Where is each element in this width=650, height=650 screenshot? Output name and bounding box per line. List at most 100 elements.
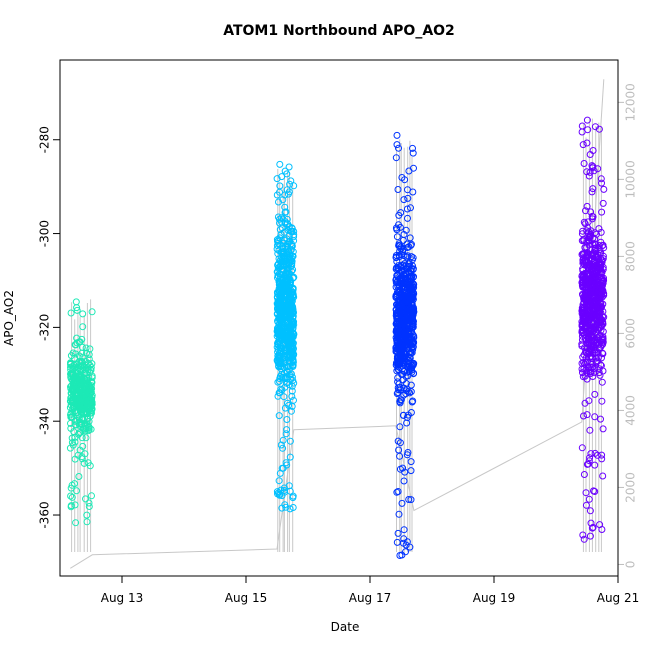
- data-point: [393, 272, 401, 279]
- data-point: [79, 323, 87, 331]
- data-point: [397, 324, 405, 332]
- data-point: [402, 373, 410, 380]
- data-point: [399, 275, 407, 283]
- data-point: [404, 336, 412, 343]
- data-point: [587, 208, 595, 216]
- data-point: [283, 242, 291, 250]
- data-point: [275, 412, 283, 420]
- data-point: [409, 144, 416, 152]
- x-tick-label: Aug 17: [349, 591, 392, 605]
- data-point: [275, 270, 283, 278]
- data-point: [594, 306, 602, 314]
- data-point: [68, 413, 76, 421]
- data-point: [596, 338, 604, 346]
- data-point: [393, 141, 401, 149]
- data-point: [582, 489, 590, 497]
- data-point: [408, 398, 416, 406]
- data-point: [405, 281, 413, 289]
- data-point: [599, 472, 607, 480]
- data-point: [400, 357, 408, 365]
- data-point: [83, 518, 91, 526]
- data-point: [78, 357, 86, 365]
- data-point: [273, 175, 281, 183]
- data-point: [399, 464, 407, 472]
- data-point: [290, 231, 298, 239]
- data-point: [583, 460, 591, 468]
- data-point: [278, 224, 286, 232]
- points-layer: [66, 116, 608, 559]
- data-point: [588, 283, 596, 291]
- data-point: [400, 196, 408, 204]
- data-point: [405, 320, 413, 328]
- y-tick-label: -300: [38, 220, 52, 247]
- data-point: [87, 366, 95, 374]
- data-point: [600, 244, 608, 252]
- data-point: [67, 352, 75, 360]
- data-point: [392, 275, 400, 283]
- data-point: [401, 468, 409, 476]
- data-point: [392, 309, 400, 317]
- data-point: [285, 353, 293, 361]
- data-point: [587, 519, 595, 527]
- data-point: [82, 434, 90, 442]
- data-point: [71, 421, 79, 429]
- y-tick-label: -340: [38, 408, 52, 435]
- data-point: [77, 372, 85, 380]
- data-point: [595, 369, 603, 377]
- data-point: [590, 297, 598, 305]
- y-tick-label: -320: [38, 314, 52, 341]
- data-point: [403, 240, 411, 248]
- data-point: [591, 229, 599, 237]
- data-point: [392, 320, 400, 328]
- data-point: [403, 419, 411, 427]
- data-point: [289, 492, 297, 500]
- data-point: [289, 504, 297, 511]
- data-point: [286, 325, 294, 332]
- data-point: [598, 397, 606, 405]
- data-point: [393, 233, 401, 241]
- y2-tick-label: 10000: [624, 160, 638, 198]
- data-point: [277, 385, 285, 393]
- data-point: [279, 464, 287, 472]
- x-tick-label: Aug 13: [101, 591, 144, 605]
- data-point: [276, 288, 283, 296]
- data-point: [67, 393, 75, 401]
- data-point: [398, 499, 406, 507]
- data-point: [85, 355, 93, 363]
- data-point: [275, 377, 283, 385]
- data-point: [394, 437, 402, 445]
- y2-tick-label: 4000: [624, 395, 638, 426]
- x-tick-label: Aug 21: [597, 591, 640, 605]
- data-point: [276, 344, 284, 352]
- data-point: [590, 257, 598, 265]
- data-point: [67, 424, 75, 432]
- data-point: [409, 149, 417, 157]
- data-point: [78, 406, 86, 414]
- data-point: [589, 300, 597, 308]
- data-point: [408, 282, 416, 290]
- data-point: [408, 349, 416, 357]
- data-point: [273, 488, 281, 496]
- data-point: [579, 373, 587, 381]
- data-point: [598, 349, 606, 357]
- data-point: [399, 236, 407, 244]
- data-point: [580, 160, 588, 167]
- data-point: [85, 503, 93, 510]
- data-point: [278, 284, 285, 292]
- data-point: [589, 261, 597, 269]
- data-point: [395, 221, 402, 229]
- data-point: [392, 344, 400, 351]
- data-point: [277, 316, 285, 324]
- data-point: [283, 186, 291, 194]
- data-point: [71, 455, 79, 463]
- data-point: [408, 335, 416, 343]
- data-point: [82, 344, 90, 352]
- data-point: [396, 398, 404, 405]
- data-point: [579, 369, 586, 377]
- data-point: [408, 304, 415, 312]
- data-point: [78, 415, 86, 423]
- data-point: [83, 511, 91, 519]
- data-point: [580, 272, 587, 280]
- data-point: [290, 345, 297, 353]
